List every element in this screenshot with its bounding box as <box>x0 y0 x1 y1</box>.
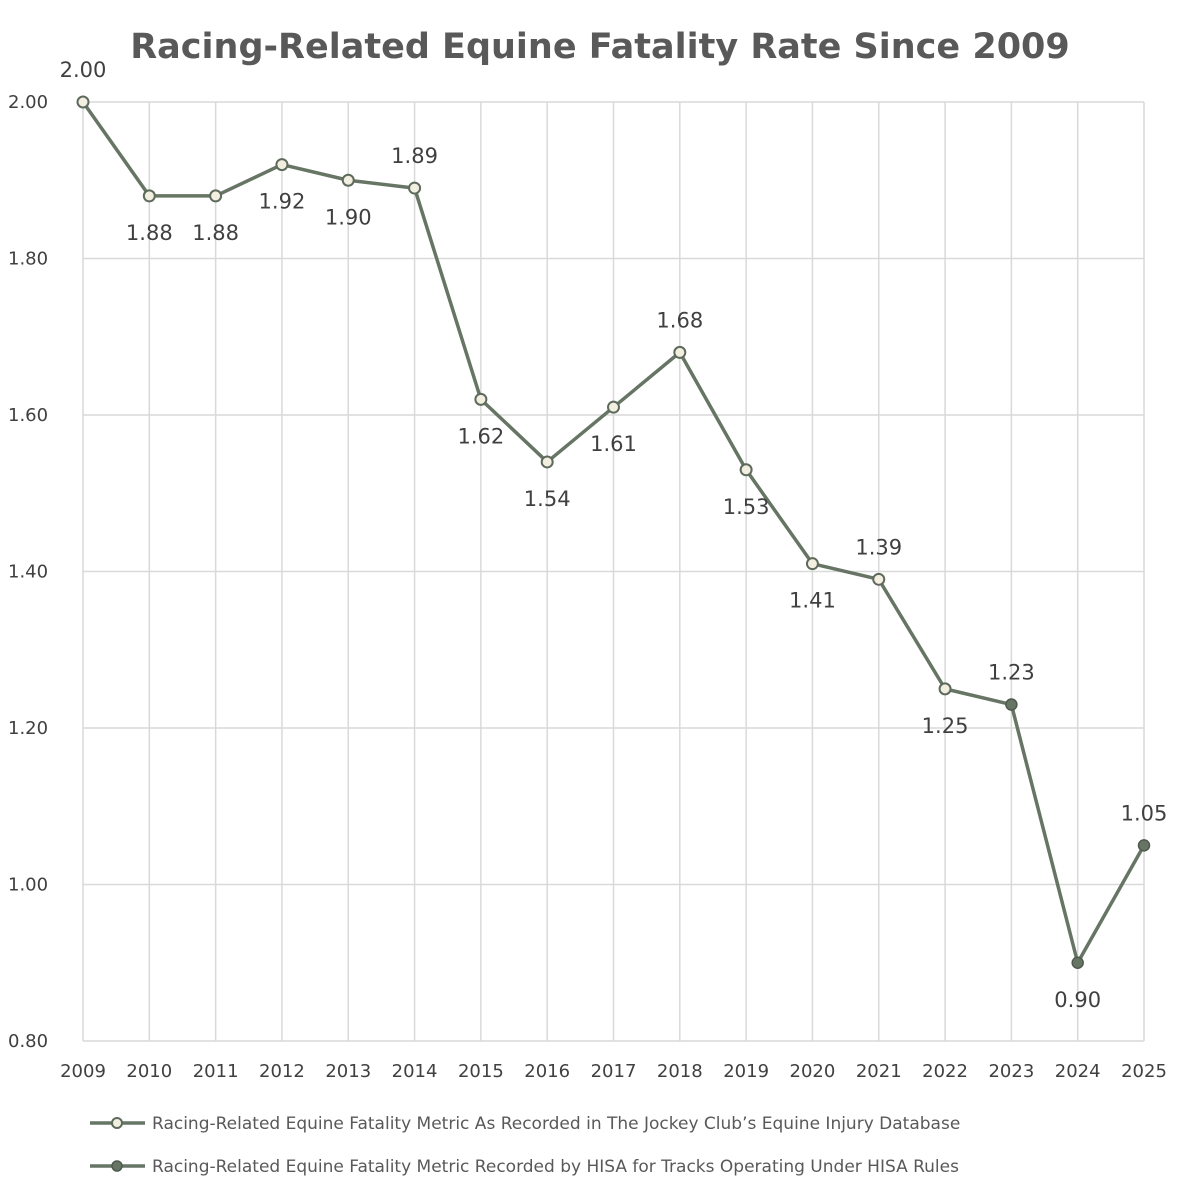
x-tick-label: 2014 <box>392 1061 438 1082</box>
y-tick-label: 0.80 <box>8 1031 48 1052</box>
data-label: 1.25 <box>922 714 969 738</box>
x-tick-label: 2019 <box>723 1061 769 1082</box>
y-tick-label: 2.00 <box>8 92 48 113</box>
legend-label: Racing-Related Equine Fatality Metric As… <box>152 1114 960 1134</box>
data-label: 1.41 <box>789 589 836 613</box>
x-tick-label: 2016 <box>524 1061 570 1082</box>
x-tick-label: 2020 <box>790 1061 836 1082</box>
data-label: 1.68 <box>656 308 703 332</box>
y-tick-label: 1.40 <box>8 562 48 583</box>
data-label: 1.54 <box>524 487 571 511</box>
data-label: 1.89 <box>391 144 438 168</box>
y-tick-label: 1.20 <box>8 718 48 739</box>
data-point <box>76 95 90 109</box>
data-label: 1.88 <box>192 221 239 245</box>
legend-marker <box>111 1117 123 1129</box>
x-tick-label: 2021 <box>856 1061 902 1082</box>
data-label: 1.90 <box>325 205 372 229</box>
data-point <box>1071 956 1084 969</box>
x-tick-label: 2015 <box>458 1061 504 1082</box>
chart-title: Racing-Related Equine Fatality Rate Sinc… <box>130 27 1070 67</box>
data-point <box>1005 698 1018 711</box>
legend-label: Racing-Related Equine Fatality Metric Re… <box>152 1157 959 1177</box>
x-tick-label: 2018 <box>657 1061 703 1082</box>
data-point <box>739 463 753 477</box>
data-point <box>474 392 488 406</box>
data-point <box>872 572 886 586</box>
legend-marker <box>111 1160 123 1172</box>
data-point <box>142 189 156 203</box>
data-point <box>209 189 223 203</box>
x-tick-label: 2022 <box>922 1061 968 1082</box>
y-tick-label: 1.80 <box>8 249 48 270</box>
data-markers <box>76 95 1151 969</box>
data-label: 1.53 <box>723 495 770 519</box>
y-tick-label: 1.60 <box>8 405 48 426</box>
data-label: 0.90 <box>1054 988 1101 1012</box>
x-tick-label: 2024 <box>1055 1061 1101 1082</box>
grid <box>82 101 1145 1042</box>
data-point <box>341 173 355 187</box>
x-tick-label: 2017 <box>591 1061 637 1082</box>
legend: Racing-Related Equine Fatality Metric As… <box>90 1114 960 1177</box>
x-tick-label: 2009 <box>60 1061 106 1082</box>
data-label: 1.23 <box>988 661 1035 685</box>
data-label: 1.92 <box>259 190 306 214</box>
data-label: 2.00 <box>60 58 107 82</box>
x-tick-label: 2025 <box>1121 1061 1167 1082</box>
x-tick-label: 2012 <box>259 1061 305 1082</box>
data-point <box>805 557 819 571</box>
x-tick-label: 2013 <box>325 1061 371 1082</box>
x-tick-label: 2010 <box>126 1061 172 1082</box>
data-label: 1.88 <box>126 221 173 245</box>
data-label: 1.05 <box>1121 801 1168 825</box>
data-point <box>607 400 620 414</box>
data-point <box>540 455 554 469</box>
data-point <box>938 682 952 696</box>
x-tick-label: 2023 <box>988 1061 1034 1082</box>
x-tick-label: 2011 <box>193 1061 239 1082</box>
data-label: 1.62 <box>457 424 504 448</box>
data-label: 1.39 <box>855 535 902 559</box>
data-point <box>673 345 687 359</box>
data-point <box>275 158 289 172</box>
y-tick-label: 1.00 <box>8 875 48 896</box>
data-point <box>408 181 422 195</box>
data-point <box>1137 839 1151 852</box>
data-label: 1.61 <box>590 432 637 456</box>
axes: 0.80 1.00 1.20 1.40 1.60 1.80 2.00 2009 2010 2011… <box>8 92 1167 1082</box>
data-labels: 2.00 1.88 1.88 1.92 1.90 1.89 1.62 1.54 1.61 1.68… <box>60 58 1168 1012</box>
